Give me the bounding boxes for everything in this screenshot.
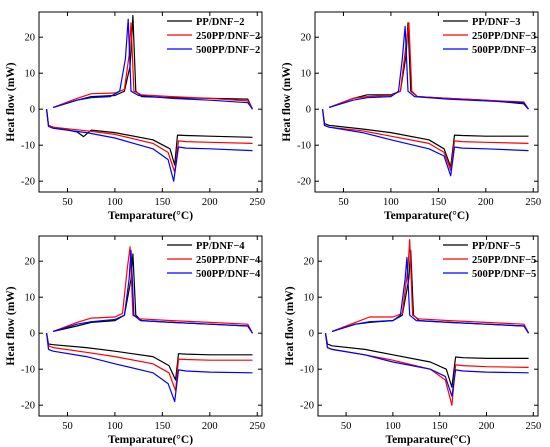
legend-label: 250PP/DNF−5 <box>472 255 536 266</box>
y-tick-label: -20 <box>21 177 35 188</box>
x-tick-label: 150 <box>430 197 446 208</box>
legend-label: 500PP/DNF−4 <box>196 269 261 280</box>
series-line-1-lower <box>46 333 253 381</box>
plot-frame <box>314 11 539 193</box>
x-tick-label: 250 <box>525 197 541 208</box>
x-tick-label: 50 <box>62 197 73 208</box>
y-tick-label: -10 <box>297 141 311 152</box>
legend-label: 250PP/DNF−2 <box>196 31 260 42</box>
series-line-2-lower <box>46 333 253 392</box>
legend-label: 500PP/DNF−2 <box>196 45 260 56</box>
y-tick-label: 10 <box>304 293 315 304</box>
plot-frame <box>317 235 539 417</box>
x-axis-title: Temparature(°C) <box>108 434 193 446</box>
series-line-2-upper <box>52 246 254 334</box>
x-tick-label: 50 <box>341 421 352 432</box>
legend-label: 500PP/DNF−3 <box>472 45 536 56</box>
x-axis-title: Temparature(°C) <box>384 210 469 222</box>
x-tick-label: 200 <box>202 197 218 208</box>
x-tick-label: 250 <box>249 421 265 432</box>
series-line-3-upper <box>53 18 253 110</box>
x-tick-label: 200 <box>478 197 494 208</box>
plot-frame <box>38 235 263 417</box>
y-tick-label: -10 <box>21 365 35 376</box>
x-tick-label: 250 <box>525 421 541 432</box>
y-tick-label: -20 <box>297 177 311 188</box>
series-line-2-lower <box>324 333 529 406</box>
y-axis-title: Heat flow (mW) <box>5 62 17 141</box>
x-tick-label: 100 <box>107 421 123 432</box>
legend-label: 250PP/DNF−4 <box>196 255 261 266</box>
series-line-2-upper <box>331 239 530 334</box>
x-tick-label: 150 <box>154 197 170 208</box>
plot-frame <box>38 11 263 193</box>
series-line-1-lower <box>324 333 529 388</box>
series-line-3-upper <box>53 249 254 334</box>
series-line-2-upper <box>52 22 254 110</box>
y-tick-label: 0 <box>309 329 314 340</box>
x-tick-label: 100 <box>107 197 123 208</box>
y-tick-label: -20 <box>300 401 314 412</box>
x-tick-label: 200 <box>479 421 495 432</box>
y-tick-label: 20 <box>301 33 312 44</box>
series-line-3-upper <box>329 25 529 110</box>
y-axis-title: Heat flow (mW) <box>284 286 296 365</box>
y-tick-label: 20 <box>25 33 36 44</box>
y-tick-label: -10 <box>21 141 35 152</box>
y-tick-label: 0 <box>30 105 35 116</box>
chart-panel-2: 50 100 150 200 250 -20 -10 0 10 20 Temparature(°C)… <box>281 11 541 222</box>
y-tick-label: 0 <box>306 105 311 116</box>
chart-panel-3: 50 100 150 200 250 -20 -10 0 10 20 Temparature(°C)… <box>5 235 265 446</box>
y-tick-label: 20 <box>25 257 36 268</box>
x-tick-label: 250 <box>249 197 265 208</box>
x-tick-label: 150 <box>432 421 448 432</box>
legend-label: 250PP/DNF−3 <box>472 31 536 42</box>
y-axis-title: Heat flow (mW) <box>5 286 17 365</box>
y-tick-label: 20 <box>304 257 315 268</box>
series-line-2-lower <box>322 109 529 171</box>
x-tick-label: 100 <box>383 197 399 208</box>
legend-label: PP/DNF−2 <box>196 17 245 28</box>
y-tick-label: 10 <box>301 69 312 80</box>
legend-label: PP/DNF−4 <box>196 241 245 252</box>
x-tick-label: 50 <box>338 197 349 208</box>
series-line-2-lower <box>46 109 253 173</box>
legend-label: PP/DNF−3 <box>472 17 521 28</box>
series-line-1-lower <box>46 109 253 166</box>
y-tick-label: 0 <box>30 329 35 340</box>
y-tick-label: -20 <box>21 401 35 412</box>
y-tick-label: 10 <box>25 69 36 80</box>
series-line-3-upper <box>331 257 530 334</box>
series-line-3-lower <box>46 333 253 403</box>
x-tick-label: 100 <box>385 421 401 432</box>
series-line-3-lower <box>324 333 529 397</box>
series-line-1-lower <box>322 109 529 168</box>
y-tick-label: -10 <box>300 365 314 376</box>
x-axis-title: Temparature(°C) <box>385 434 470 446</box>
series-line-2-upper <box>328 22 530 110</box>
x-tick-label: 50 <box>62 421 73 432</box>
y-tick-label: 10 <box>25 293 36 304</box>
series-line-3-lower <box>46 109 253 182</box>
chart-panel-4: 50 100 150 200 250 -20 -10 0 10 20 Temparature(°C)… <box>284 235 541 446</box>
x-axis-title: Temparature(°C) <box>108 210 193 222</box>
y-axis-title: Heat flow (mW) <box>281 62 293 141</box>
legend-label: PP/DNF−5 <box>472 241 521 252</box>
series-line-3-lower <box>322 109 529 177</box>
x-tick-label: 200 <box>202 421 218 432</box>
legend-label: 500PP/DNF−5 <box>472 269 536 280</box>
chart-panel-1: 50 100 150 200 250 -20 -10 0 10 20 Temparature(°C)… <box>5 11 265 222</box>
x-tick-label: 150 <box>154 421 170 432</box>
